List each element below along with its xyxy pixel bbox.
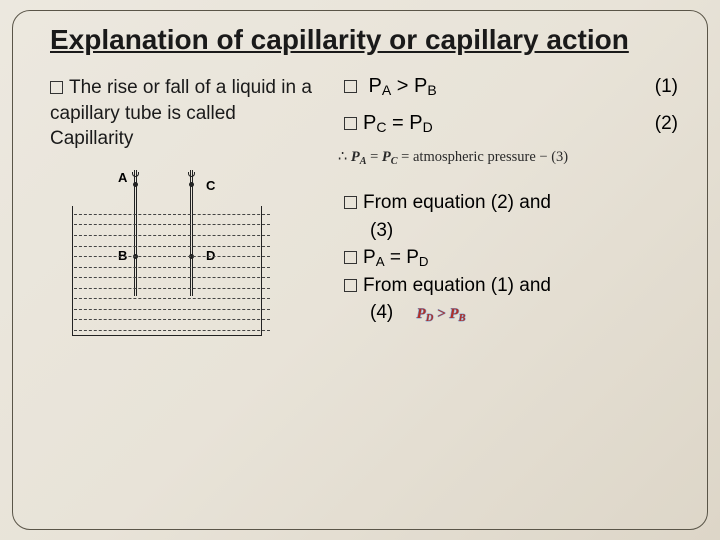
- water-dash-row: [74, 288, 270, 289]
- label-a: A: [118, 170, 127, 185]
- water-dash-row: [74, 319, 270, 320]
- equation-1: PA > PB (1): [344, 75, 696, 98]
- slide-content: Explanation of capillarity or capillary …: [50, 22, 696, 520]
- water-dash-row: [74, 256, 270, 257]
- bullet-box-icon: [344, 279, 357, 292]
- slide-title: Explanation of capillarity or capillary …: [50, 22, 696, 57]
- concl-line-3: From equation (1) and: [344, 272, 696, 300]
- right-column: PA > PB (1) PC = PD (2) ∴ PA = PC = atmo…: [344, 75, 696, 336]
- eq2-number: (2): [655, 113, 678, 135]
- meniscus-c: [188, 172, 195, 177]
- water-dash-row: [74, 246, 270, 247]
- water-dash-row: [74, 309, 270, 310]
- equation-3: ∴ PA = PC = atmospheric pressure − (3): [338, 149, 696, 167]
- bullet-box-icon: [344, 196, 357, 209]
- concl-line-2: PA = PD: [344, 244, 696, 272]
- capillary-diagram: A C B D: [72, 176, 272, 336]
- eq1-number: (1): [655, 76, 678, 98]
- meniscus-a: [132, 172, 139, 177]
- water-dash-row: [74, 214, 270, 215]
- label-c: C: [206, 178, 215, 193]
- conclusions: From equation (2) and (3) PA = PD From e…: [344, 189, 696, 327]
- bullet-box-icon: [344, 80, 357, 93]
- concl-line-1b: (3): [370, 217, 696, 245]
- point-a: [133, 182, 138, 187]
- definition-span: The rise or fall of a liquid in a capill…: [50, 77, 312, 149]
- water-dash-row: [74, 267, 270, 268]
- bullet-box-icon: [344, 251, 357, 264]
- concl-line-3b: (4) PD > PB: [370, 299, 696, 327]
- water-dash-row: [74, 224, 270, 225]
- left-column: The rise or fall of a liquid in a capill…: [50, 75, 320, 336]
- water-dash-row: [74, 277, 270, 278]
- concl-line-1: From equation (2) and: [344, 189, 696, 217]
- water-dash-row: [74, 235, 270, 236]
- water-dash-row: [74, 298, 270, 299]
- equation-2: PC = PD (2): [344, 112, 696, 135]
- bullet-box-icon: [50, 81, 63, 94]
- definition-text: The rise or fall of a liquid in a capill…: [50, 75, 320, 152]
- final-inequality: PD > PB: [399, 306, 466, 322]
- bullet-box-icon: [344, 117, 357, 130]
- point-c: [189, 182, 194, 187]
- water-dash-row: [74, 330, 270, 331]
